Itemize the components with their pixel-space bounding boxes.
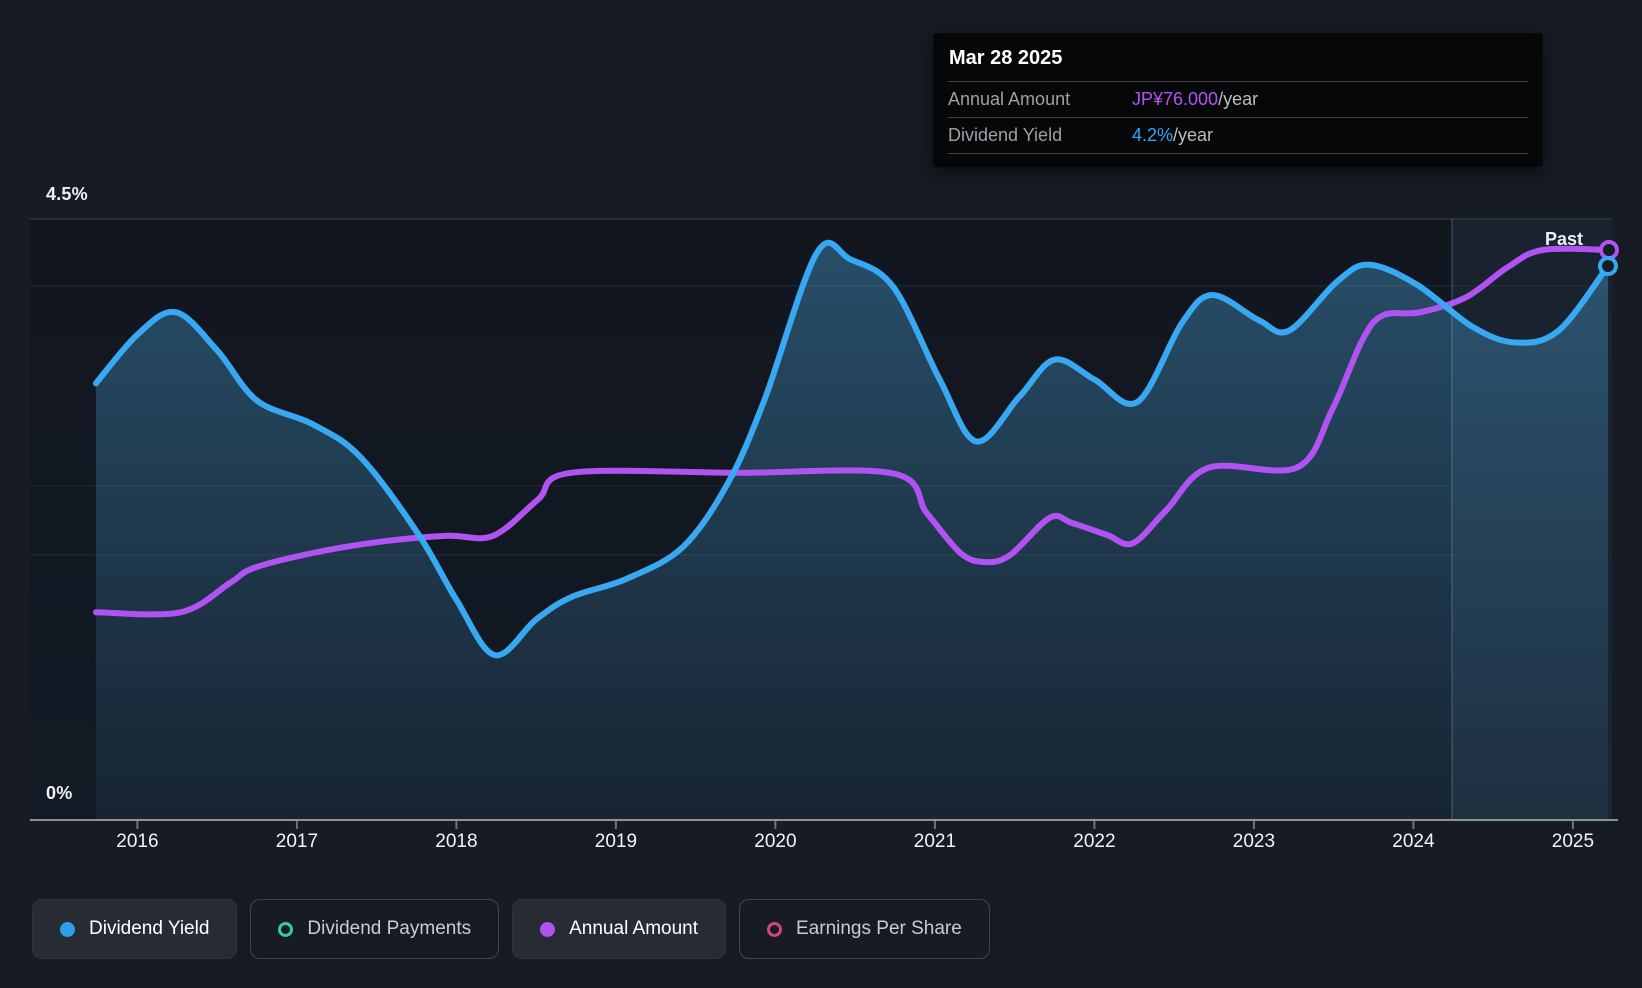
x-axis-label: 2019 xyxy=(594,831,638,852)
tooltip-row-annual-amount: Annual Amount JP¥76.000 /year xyxy=(948,81,1528,117)
tooltip-row-dividend-yield: Dividend Yield 4.2% /year xyxy=(948,117,1528,154)
legend-label: Annual Amount xyxy=(569,918,698,939)
y-axis-label-top: 4.5% xyxy=(46,184,88,204)
series-ring-icon xyxy=(278,921,294,937)
legend-toggle-dividend-yield[interactable]: Dividend Yield xyxy=(32,899,238,959)
series-ring-icon xyxy=(767,921,782,937)
x-axis-label: 2017 xyxy=(275,831,319,852)
dividend-yield-endpoint-marker xyxy=(1597,256,1618,277)
legend-label: Dividend Payments xyxy=(307,918,472,939)
tooltip-date: Mar 28 2025 xyxy=(949,47,1063,69)
chart-tooltip: Mar 28 2025 Annual Amount JP¥76.000 /yea… xyxy=(933,33,1543,167)
tooltip-label: Dividend Yield xyxy=(948,125,1063,145)
tooltip-label: Annual Amount xyxy=(948,89,1071,109)
x-axis-label: 2025 xyxy=(1551,831,1595,852)
legend-label: Earnings Per Share xyxy=(796,918,962,939)
annual-amount-endpoint-marker xyxy=(1598,240,1619,260)
x-axis-label: 2018 xyxy=(435,831,478,852)
x-axis-label: 2021 xyxy=(913,831,957,852)
x-axis-label: 2016 xyxy=(116,831,159,852)
x-axis-label: 2020 xyxy=(754,831,797,852)
legend-label: Dividend Yield xyxy=(89,918,210,939)
series-dot-icon xyxy=(540,921,556,937)
x-axis-label: 2023 xyxy=(1232,831,1276,852)
dividend-yield-line xyxy=(92,239,1611,659)
dividend-yield-area-fill xyxy=(95,242,1608,821)
tooltip-value-annual-amount: JP¥76.000 xyxy=(1132,89,1219,109)
series-dot-icon xyxy=(60,921,75,937)
tooltip-value-dividend-yield: 4.2% xyxy=(1132,125,1174,145)
y-axis-label-bottom: 0% xyxy=(46,783,73,803)
tooltip-value-suffix: /year xyxy=(1173,125,1214,145)
annual-amount-line xyxy=(92,245,1611,618)
x-axis-label: 2024 xyxy=(1392,831,1435,852)
past-region-label: Past xyxy=(1545,229,1584,249)
chart-legend: Dividend Yield Dividend Payments Annual Am… xyxy=(32,899,990,959)
legend-toggle-earnings-per-share[interactable]: Earnings Per Share xyxy=(739,899,990,959)
legend-toggle-dividend-payments[interactable]: Dividend Payments xyxy=(250,899,500,959)
legend-toggle-annual-amount[interactable]: Annual Amount xyxy=(512,899,726,959)
tooltip-value-suffix: /year xyxy=(1218,89,1259,109)
x-axis-label: 2022 xyxy=(1073,831,1116,852)
